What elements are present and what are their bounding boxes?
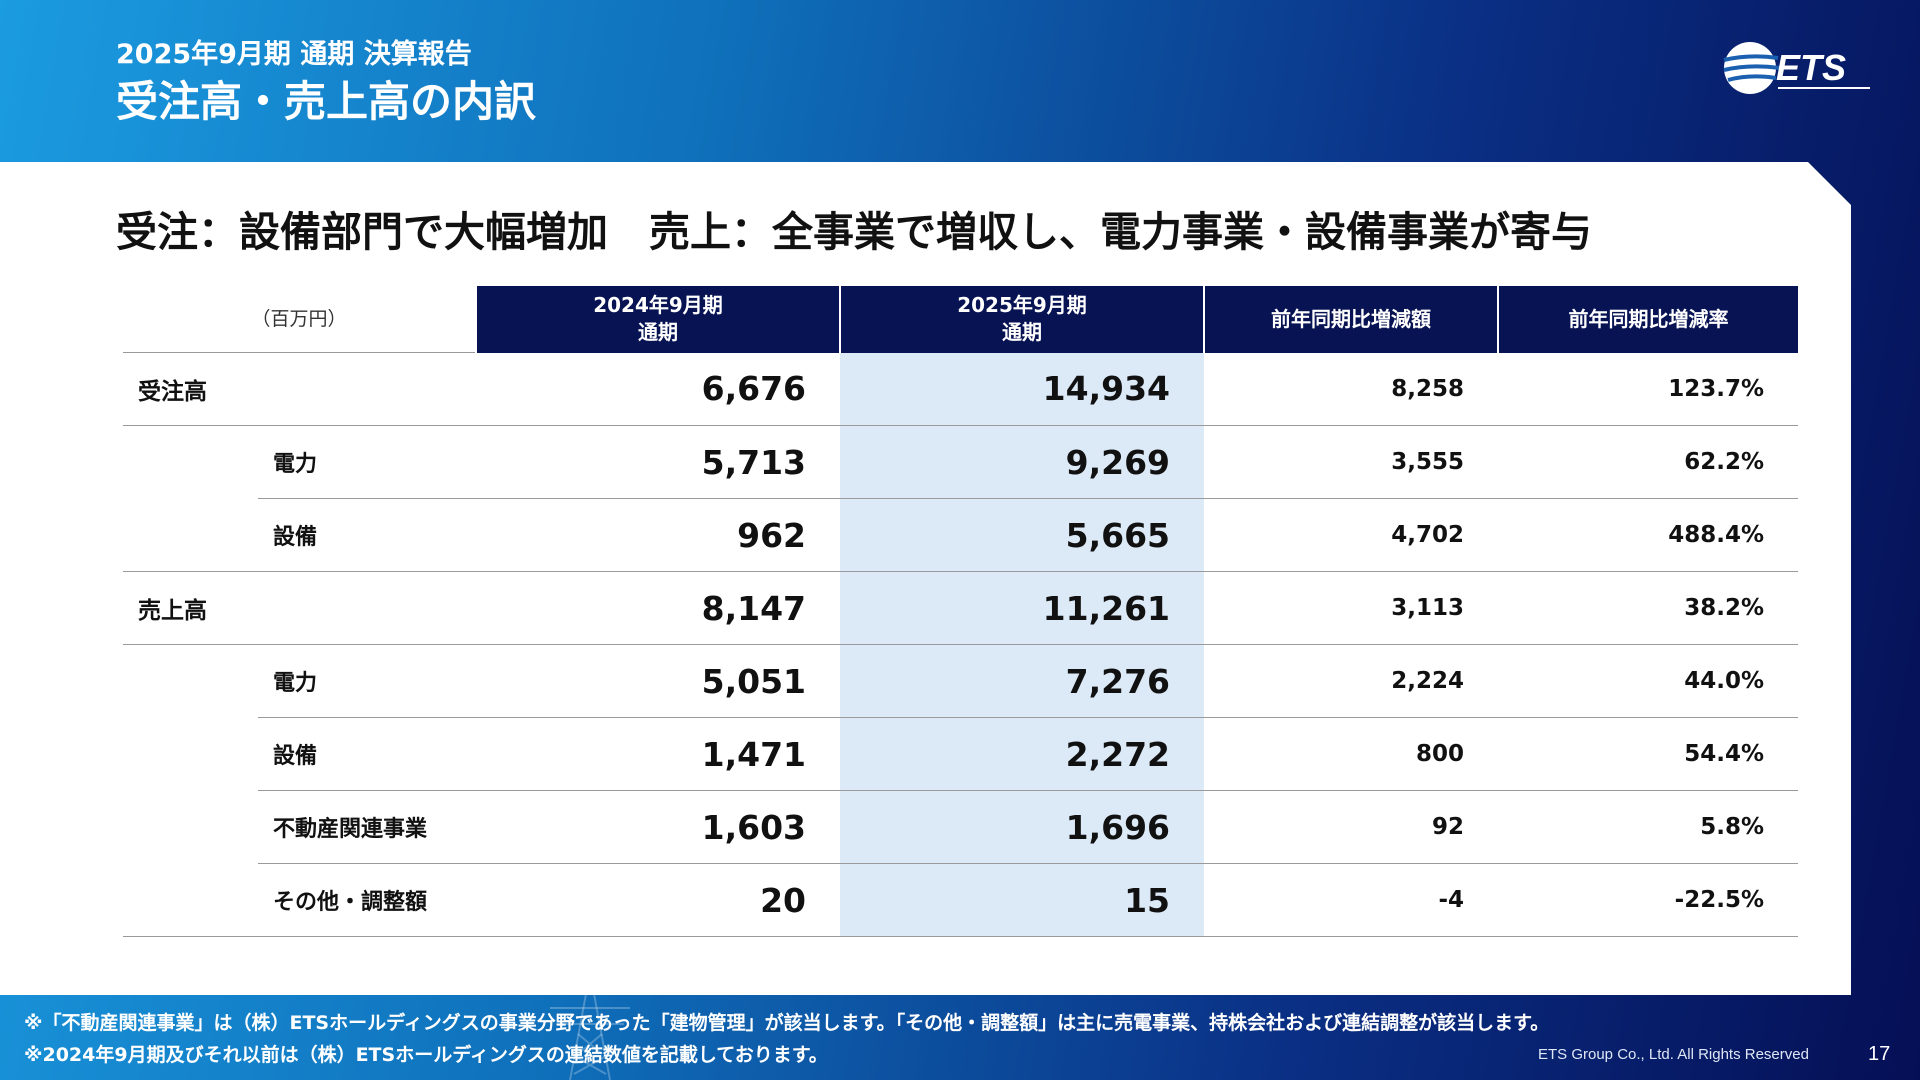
diff-value: 8,258 — [1204, 352, 1499, 426]
rate-value: 62.2% — [1498, 425, 1799, 499]
row-label: 不動産関連事業 — [258, 790, 477, 864]
table-row: 設備 962 5,665 4,702 488.4% — [123, 498, 1799, 572]
row-label: 売上高 — [123, 571, 477, 645]
row-label: 設備 — [258, 498, 477, 572]
rate-value: 44.0% — [1498, 644, 1799, 718]
ets-logo: ETS — [1723, 42, 1870, 94]
table-row: 不動産関連事業 1,603 1,696 92 5.8% — [123, 790, 1799, 864]
prev-value: 1,471 — [476, 717, 841, 791]
table-row: 電力 5,051 7,276 2,224 44.0% — [123, 644, 1799, 718]
rate-value: 123.7% — [1498, 352, 1799, 426]
diff-value: 2,224 — [1204, 644, 1499, 718]
column-header-prev: 2024年9月期 通期 — [475, 286, 841, 353]
diff-value: 4,702 — [1204, 498, 1499, 572]
diff-value: 800 — [1204, 717, 1499, 791]
prev-value: 20 — [476, 863, 841, 937]
rate-value: 54.4% — [1498, 717, 1799, 791]
table-row: その他・調整額 20 15 -4 -22.5% — [123, 863, 1799, 937]
diff-value: 3,113 — [1204, 571, 1499, 645]
transmission-tower-icon — [550, 994, 630, 1080]
row-label: その他・調整額 — [258, 863, 477, 937]
slide-headline: 受注：設備部門で大幅増加 売上：全事業で増収し、電力事業・設備事業が寄与 — [116, 208, 1592, 256]
curr-value: 14,934 — [840, 352, 1205, 426]
row-label: 受注高 — [123, 352, 477, 426]
slide-header: 2025年9月期 通期 決算報告 受注高・売上高の内訳 ETS — [0, 0, 1920, 162]
prev-value: 8,147 — [476, 571, 841, 645]
curr-value: 7,276 — [840, 644, 1205, 718]
rate-value: 488.4% — [1498, 498, 1799, 572]
row-label: 電力 — [258, 644, 477, 718]
column-header-curr: 2025年9月期 通期 — [839, 286, 1205, 353]
slide-subtitle: 2025年9月期 通期 決算報告 — [116, 39, 472, 70]
prev-value: 962 — [476, 498, 841, 572]
rate-value: 38.2% — [1498, 571, 1799, 645]
globe-icon — [1723, 42, 1781, 94]
diff-value: 92 — [1204, 790, 1499, 864]
table-header-row: （百万円） 2024年9月期 通期 2025年9月期 通期 前年同期比増減額 前… — [123, 286, 1799, 353]
page-number: 17 — [1868, 1043, 1891, 1065]
prev-value: 1,603 — [476, 790, 841, 864]
column-header-diff: 前年同期比増減額 — [1203, 286, 1499, 353]
curr-value: 11,261 — [840, 571, 1205, 645]
table-row: 電力 5,713 9,269 3,555 62.2% — [123, 425, 1799, 499]
copyright-text: ETS Group Co., Ltd. All Rights Reserved — [1538, 1046, 1809, 1063]
diff-value: -4 — [1204, 863, 1499, 937]
rate-value: 5.8% — [1498, 790, 1799, 864]
curr-value: 15 — [840, 863, 1205, 937]
row-label: 設備 — [258, 717, 477, 791]
prev-value: 6,676 — [476, 352, 841, 426]
slide-title: 受注高・売上高の内訳 — [116, 77, 537, 126]
curr-value: 9,269 — [840, 425, 1205, 499]
prev-value: 5,051 — [476, 644, 841, 718]
logo-text: ETS — [1776, 47, 1846, 88]
curr-value: 1,696 — [840, 790, 1205, 864]
footnote-1: ※「不動産関連事業」は（株）ETSホールディングスの事業分野であった「建物管理」… — [24, 1012, 1550, 1034]
table-row: 設備 1,471 2,272 800 54.4% — [123, 717, 1799, 791]
rate-value: -22.5% — [1498, 863, 1799, 937]
table-row: 受注高 6,676 14,934 8,258 123.7% — [123, 352, 1799, 426]
column-header-rate: 前年同期比増減率 — [1497, 286, 1799, 353]
table-row: 売上高 8,147 11,261 3,113 38.2% — [123, 571, 1799, 645]
footnote-2: ※2024年9月期及びそれ以前は（株）ETSホールディングスの連結数値を記載して… — [24, 1044, 828, 1066]
prev-value: 5,713 — [476, 425, 841, 499]
row-label: 電力 — [258, 425, 477, 499]
breakdown-table: （百万円） 2024年9月期 通期 2025年9月期 通期 前年同期比増減額 前… — [123, 286, 1799, 937]
unit-label: （百万円） — [123, 286, 477, 353]
diff-value: 3,555 — [1204, 425, 1499, 499]
curr-value: 5,665 — [840, 498, 1205, 572]
curr-value: 2,272 — [840, 717, 1205, 791]
